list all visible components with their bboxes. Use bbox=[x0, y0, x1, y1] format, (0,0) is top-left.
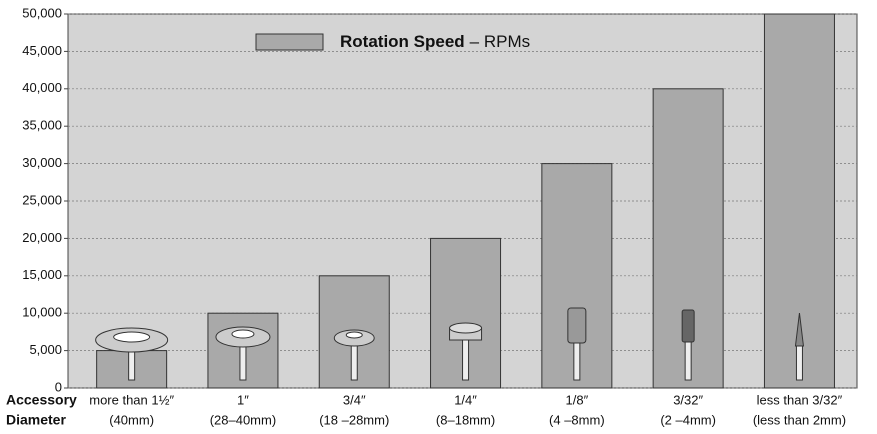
y-tick-label: 5,000 bbox=[29, 342, 62, 357]
accessory-icon bbox=[574, 340, 580, 380]
x-tick-label: 1/8″ bbox=[566, 392, 589, 407]
accessory-icon bbox=[351, 343, 357, 380]
accessory-icon bbox=[450, 323, 482, 333]
y-tick-label: 10,000 bbox=[22, 305, 62, 320]
y-tick-label: 40,000 bbox=[22, 80, 62, 95]
x-tick-sublabel: (40mm) bbox=[109, 412, 154, 427]
y-tick-label: 35,000 bbox=[22, 118, 62, 133]
legend-name: Rotation Speed bbox=[340, 32, 465, 51]
x-tick-label: 3/32″ bbox=[673, 392, 703, 407]
x-tick-label: 1″ bbox=[237, 392, 249, 407]
accessory-icon bbox=[346, 332, 362, 338]
x-tick-sublabel: (8–18mm) bbox=[436, 412, 495, 427]
x-tick-sublabel: (2 –4mm) bbox=[660, 412, 716, 427]
chart: Rotation Speed– RPMs 05,00010,00015,0002… bbox=[0, 0, 877, 434]
y-tick-label: 45,000 bbox=[22, 43, 62, 58]
x-tick-label: more than 1½″ bbox=[89, 392, 174, 407]
y-tick-label: 15,000 bbox=[22, 267, 62, 282]
x-axis-label: Accessory bbox=[6, 392, 77, 408]
x-tick-label: less than 3/32″ bbox=[757, 392, 843, 407]
legend-label: Rotation Speed – RPMs bbox=[340, 32, 530, 51]
y-tick-label: 30,000 bbox=[22, 155, 62, 170]
legend-suffix: – RPMs bbox=[470, 32, 530, 51]
y-tick-label: 50,000 bbox=[22, 5, 62, 20]
accessory-icon bbox=[463, 338, 469, 380]
x-tick-sublabel: (4 –8mm) bbox=[549, 412, 605, 427]
y-tick-label: 20,000 bbox=[22, 230, 62, 245]
x-tick-sublabel: (less than 2mm) bbox=[753, 412, 846, 427]
x-tick-sublabel: (18 –28mm) bbox=[319, 412, 389, 427]
accessory-icon bbox=[568, 308, 586, 343]
accessory-icon bbox=[114, 332, 150, 342]
accessory-icon bbox=[232, 330, 254, 338]
x-tick-label: 3/4″ bbox=[343, 392, 366, 407]
x-tick-sublabel: (28–40mm) bbox=[210, 412, 276, 427]
accessory-icon bbox=[796, 342, 802, 380]
accessory-icon bbox=[682, 310, 694, 342]
accessory-icon bbox=[240, 345, 246, 380]
accessory-icon bbox=[129, 348, 135, 380]
x-tick-label: 1/4″ bbox=[454, 392, 477, 407]
legend-swatch bbox=[256, 34, 323, 50]
accessory-icon bbox=[685, 340, 691, 380]
y-tick-label: 25,000 bbox=[22, 192, 62, 207]
x-axis-label: Diameter bbox=[6, 412, 66, 428]
